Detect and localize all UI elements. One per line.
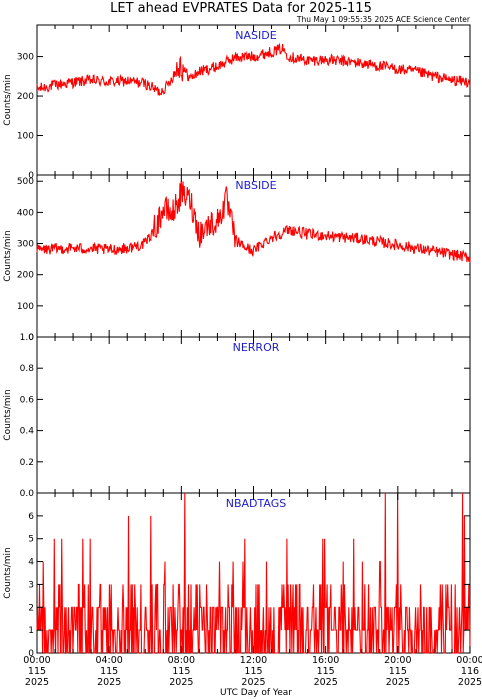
panel-naside: 0 100 200 300 NASIDE Counts/min: [3, 24, 471, 181]
y-tick-label: 3: [28, 580, 34, 590]
x-axis: 00:00115202504:00115202508:00115202512:0…: [23, 655, 482, 688]
x-tick-label-year: 2025: [458, 677, 482, 688]
y-tick-label: 1.0: [20, 333, 35, 343]
y-tick-label: 0.2: [20, 458, 34, 468]
y-tick-label: 0: [28, 333, 34, 343]
panel-title: NERROR: [233, 341, 280, 354]
y-tick-label: 300: [17, 240, 34, 250]
x-tick-label-doy: 115: [172, 666, 190, 677]
x-tick-label-year: 2025: [25, 677, 49, 688]
y-tick-label: 0: [28, 171, 34, 181]
panel-title: NASIDE: [235, 29, 276, 42]
y-tick-label: 100: [17, 302, 34, 312]
figure-title: LET ahead EVPRATES Data for 2025-115: [110, 1, 372, 16]
x-tick-label-doy: 115: [100, 666, 118, 677]
y-tick-label: 5: [28, 535, 34, 545]
x-tick-label-doy: 115: [317, 666, 335, 677]
plot-frame: [36, 24, 471, 176]
plot-frame: [36, 336, 471, 494]
y-tick-label: 0.8: [20, 364, 35, 374]
x-tick-label-year: 2025: [386, 677, 410, 688]
x-tick-label-time: 08:00: [168, 655, 195, 666]
plot-frame: [36, 174, 471, 338]
y-axis-label: Counts/min: [3, 230, 13, 281]
panels: 0 100 200 300 NASIDE Counts/min 0 100 200 300 400 5…: [3, 24, 471, 659]
x-axis-label: UTC Day of Year: [220, 688, 292, 698]
y-tick-label: 300: [17, 53, 34, 63]
figure-subtitle: Thu May 1 09:55:35 2025 ACE Science Cent…: [296, 15, 471, 24]
y-tick-label: 6: [28, 512, 34, 522]
series-line-nbadtags: [36, 492, 471, 654]
y-tick-label: 0.6: [20, 395, 35, 405]
y-tick-label: 0.0: [20, 489, 35, 499]
x-tick-label-year: 2025: [241, 677, 265, 688]
y-tick-label: 500: [17, 177, 34, 187]
y-axis-label: Counts/min: [3, 74, 13, 125]
x-tick-label-year: 2025: [314, 677, 338, 688]
x-tick-label-time: 12:00: [240, 655, 267, 666]
x-tick-label-time: 20:00: [384, 655, 411, 666]
y-tick-label: 2: [28, 603, 34, 613]
series-line-nbside: [36, 181, 471, 263]
y-axis-label: Counts/min: [3, 547, 13, 598]
x-tick-label-year: 2025: [169, 677, 193, 688]
y-tick-label: 200: [17, 92, 34, 102]
y-tick-label: 200: [17, 271, 34, 281]
y-tick-label: 4: [28, 558, 34, 568]
panel-nerror: 0.0 0.2 0.4 0.6 0.8 1.0 NERROR Counts/min: [3, 333, 471, 499]
panel-title: NBADTAGS: [226, 497, 286, 510]
panel-title: NBSIDE: [235, 179, 276, 192]
x-tick-label-time: 16:00: [312, 655, 339, 666]
series-line-naside: [36, 42, 471, 96]
x-tick-label-time: 00:00: [456, 655, 482, 666]
panel-nbside: 0 100 200 300 400 500 NBSIDE Counts/min: [3, 174, 471, 343]
panel-nbadtags: 0 1 2 3 4 5 6 NBADTAGS Counts/min: [3, 492, 471, 659]
y-tick-label: 1: [28, 626, 34, 636]
x-tick-label-time: 04:00: [95, 655, 122, 666]
x-tick-label-doy: 115: [389, 666, 407, 677]
y-axis-label: Counts/min: [3, 389, 13, 440]
y-tick-label: 0: [28, 649, 34, 659]
x-tick-label-time: 00:00: [23, 655, 50, 666]
y-tick-label: 0.4: [20, 427, 35, 437]
x-tick-label-year: 2025: [97, 677, 121, 688]
x-tick-label-doy: 115: [28, 666, 46, 677]
y-tick-label: 400: [17, 208, 34, 218]
x-tick-label-doy: 116: [461, 666, 479, 677]
y-tick-label: 100: [17, 132, 34, 142]
x-tick-label-doy: 115: [244, 666, 262, 677]
